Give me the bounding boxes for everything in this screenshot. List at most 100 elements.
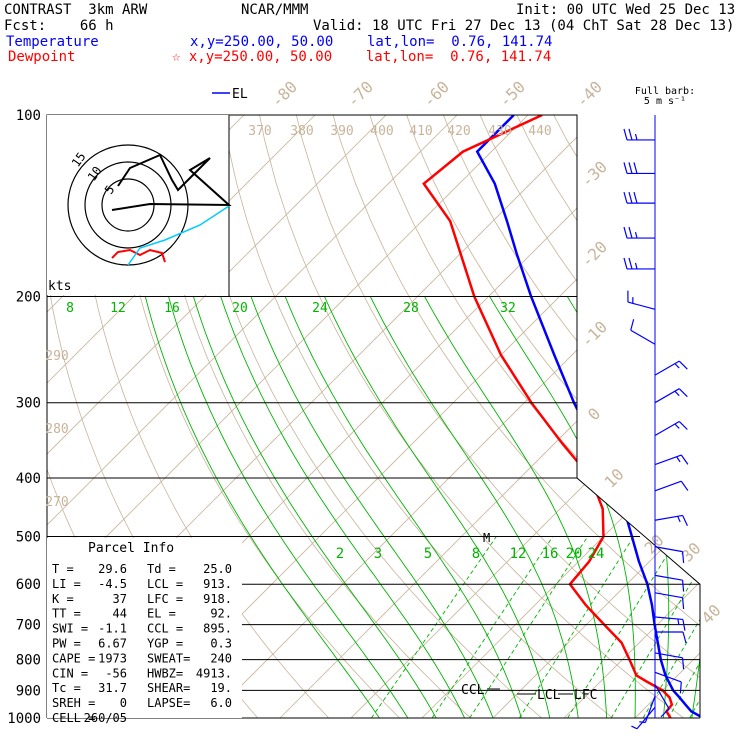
wind-barb-flag [628, 162, 633, 174]
wind-barb-staff [654, 652, 683, 659]
parcel-info-cell: 260/05 [84, 711, 127, 725]
wind-barb-staff [654, 546, 683, 553]
dry-adiabat [645, 115, 700, 718]
wind-barb-flag [682, 515, 688, 526]
wind-barb-staff [654, 388, 680, 404]
theta-e-label: 12 [110, 301, 126, 316]
parcel-info-cell: 895. [203, 622, 232, 636]
mixing-ratio-label: 2 [336, 546, 344, 562]
theta-e-label: 32 [500, 301, 516, 316]
parcel-info-cell: 92. [210, 607, 232, 621]
wind-barb [654, 388, 688, 404]
isotherm-label: -80 [267, 77, 301, 111]
parcel-info-cell: K = [52, 592, 74, 606]
wind-barb [654, 616, 686, 631]
model-title: CONTRAST 3km ARW [4, 2, 148, 18]
parcel-info-cell: YGP = [147, 637, 183, 651]
wind-barb-flag [628, 226, 633, 239]
lcl-marker-label: LCL [537, 688, 561, 703]
wind-barb-half-flag [674, 363, 680, 369]
wind-barb [654, 546, 685, 564]
wind-barb [627, 290, 656, 310]
parcel-info-cell: TT = [52, 607, 81, 621]
dry-adiabat [217, 115, 630, 718]
parcel-info-cell: SWEAT= [147, 651, 190, 665]
wind-barb-flag [628, 257, 633, 270]
wind-barb [631, 706, 656, 730]
dry-adiabat [467, 115, 700, 718]
wind-barb-flag [628, 191, 633, 204]
wind-barb-flag [678, 421, 688, 430]
mixing-ratio-line [431, 536, 554, 718]
parcel-info-cell: CAPE = [52, 651, 95, 665]
parcel-info-cell: 31.7 [98, 681, 127, 695]
isotherm [550, 115, 700, 718]
parcel-info-cell: LFC = [147, 592, 183, 606]
hodograph-ring-label: 15 [69, 150, 89, 170]
wind-barb-flag [623, 191, 628, 204]
wind-barb-half-flag [674, 423, 680, 429]
theta-label: 430 [488, 124, 511, 139]
wind-barb-flag [678, 388, 688, 398]
mixing-ratio-line [519, 536, 635, 718]
isotherm-label: -10 [577, 317, 611, 351]
wind-barb [654, 480, 689, 492]
parcel-info-cell: 44 [113, 607, 127, 621]
wind-barb-flag [682, 619, 686, 631]
wind-barb [654, 592, 685, 610]
parcel-info-cell: LAPSE= [147, 696, 190, 710]
parcel-info-cell: Tc = [52, 681, 81, 695]
moist-adiabat [489, 296, 636, 718]
pressure-tick-label: 900 [16, 683, 41, 699]
wind-barb-staff [654, 592, 683, 599]
wind-barb-half-flag [677, 618, 680, 626]
theta-label: 400 [370, 124, 393, 139]
wind-barb [654, 574, 685, 592]
isotherm [47, 115, 414, 718]
isotherm-label: -30 [577, 157, 611, 191]
wind-barb [654, 420, 688, 437]
parcel-info-cell: SWI = [52, 622, 88, 636]
theta-e-label: 16 [164, 301, 180, 316]
moist-adiabat [720, 297, 740, 719]
wind-barb-half-flag [631, 725, 638, 730]
parcel-info-cell: 6.67 [98, 637, 127, 651]
parcel-info-cell: 0.3 [210, 637, 232, 651]
parcel-info-cell: 4913. [196, 666, 232, 680]
parcel-info-cell: 6.0 [210, 696, 232, 710]
hodograph-upper-trace [111, 153, 232, 211]
dry-adiabat [146, 115, 486, 718]
m-marker-label: M [483, 531, 490, 545]
mixing-ratio-label: 12 [510, 546, 527, 562]
valid-time: Valid: 18 UTC Fri 27 Dec 13 (04 ChT Sat … [313, 18, 735, 34]
parcel-info-cell: 913. [203, 577, 232, 591]
wind-barb-half-flag [634, 262, 638, 270]
hodograph-mid-trace [127, 205, 230, 266]
parcel-info-cell: -56 [105, 666, 127, 680]
dry-adiabat [182, 115, 558, 718]
init-time: Init: 00 UTC Wed 25 Dec 13 [516, 2, 736, 18]
parcel-info-cell: LCL = [147, 577, 183, 591]
wind-barb-flag [680, 454, 689, 465]
theta-label: 440 [528, 124, 551, 139]
parcel-info-cell: HWBZ= [147, 666, 183, 680]
parcel-info-cell: T = [52, 562, 74, 576]
wind-barb-staff [630, 329, 656, 345]
wind-barb [655, 631, 687, 644]
theta-e-label: 8 [66, 301, 74, 316]
wind-barb-flag [681, 580, 685, 592]
theta-label: 420 [447, 124, 470, 139]
isotherm-label: -60 [419, 77, 453, 111]
wind-barb [654, 671, 682, 694]
wind-barb-flag [680, 480, 689, 491]
lfc-marker-label: LFC [574, 688, 597, 703]
pressure-tick-label: 1000 [7, 711, 41, 727]
wind-barb-flag [678, 360, 688, 370]
mixing-ratio-line [469, 536, 589, 718]
moist-adiabat [284, 296, 522, 718]
pressure-tick-label: 300 [16, 396, 41, 412]
parcel-info-cell: -1.1 [98, 622, 127, 636]
isotherm [47, 115, 343, 718]
wind-barb [623, 191, 655, 204]
